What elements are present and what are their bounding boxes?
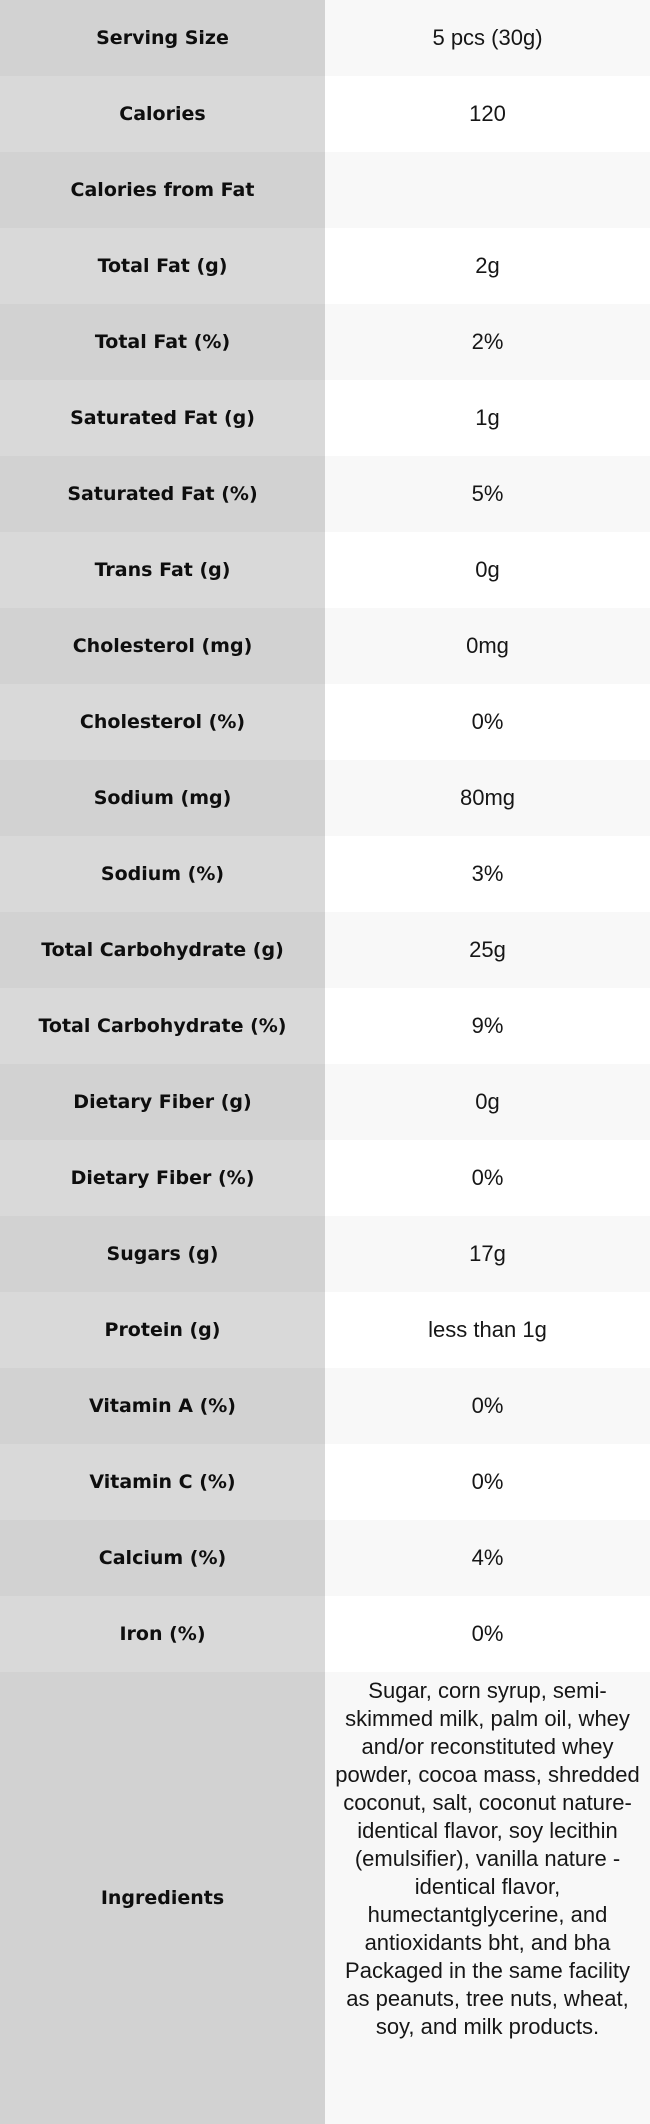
row-value: Sugar, corn syrup, semi-skimmed milk, pa… (325, 1672, 650, 2124)
table-row: Saturated Fat (%) 5% (0, 456, 650, 532)
table-row: Total Carbohydrate (%) 9% (0, 988, 650, 1064)
row-label: Sodium (mg) (0, 760, 325, 836)
row-label: Vitamin C (%) (0, 1444, 325, 1520)
table-row: Sodium (%) 3% (0, 836, 650, 912)
row-label: Total Carbohydrate (%) (0, 988, 325, 1064)
row-value: 2% (325, 304, 650, 380)
row-value: 5% (325, 456, 650, 532)
row-value: 0% (325, 1596, 650, 1672)
row-value: 25g (325, 912, 650, 988)
table-row: Total Carbohydrate (g) 25g (0, 912, 650, 988)
row-label: Vitamin A (%) (0, 1368, 325, 1444)
row-value: 0% (325, 1444, 650, 1520)
row-label: Total Fat (%) (0, 304, 325, 380)
row-label: Cholesterol (mg) (0, 608, 325, 684)
row-value: 0% (325, 684, 650, 760)
row-label: Cholesterol (%) (0, 684, 325, 760)
table-row: Sugars (g) 17g (0, 1216, 650, 1292)
row-value: 3% (325, 836, 650, 912)
row-label: Dietary Fiber (%) (0, 1140, 325, 1216)
row-value: 17g (325, 1216, 650, 1292)
row-value: 0mg (325, 608, 650, 684)
row-value: 2g (325, 228, 650, 304)
row-label: Calories from Fat (0, 152, 325, 228)
row-label: Sugars (g) (0, 1216, 325, 1292)
row-value: 0g (325, 1064, 650, 1140)
table-row: Calories from Fat (0, 152, 650, 228)
row-value: 80mg (325, 760, 650, 836)
table-row: Total Fat (%) 2% (0, 304, 650, 380)
row-label: Saturated Fat (g) (0, 380, 325, 456)
row-value: 5 pcs (30g) (325, 0, 650, 76)
table-row: Sodium (mg) 80mg (0, 760, 650, 836)
row-label: Serving Size (0, 0, 325, 76)
table-row: Calories 120 (0, 76, 650, 152)
row-value: less than 1g (325, 1292, 650, 1368)
row-value: 0g (325, 532, 650, 608)
row-label: Total Fat (g) (0, 228, 325, 304)
row-label: Total Carbohydrate (g) (0, 912, 325, 988)
row-label: Calcium (%) (0, 1520, 325, 1596)
row-value: 0% (325, 1140, 650, 1216)
table-row: Vitamin C (%) 0% (0, 1444, 650, 1520)
table-row: Vitamin A (%) 0% (0, 1368, 650, 1444)
table-row: Ingredients Sugar, corn syrup, semi-skim… (0, 1672, 650, 2124)
table-row: Saturated Fat (g) 1g (0, 380, 650, 456)
row-label: Dietary Fiber (g) (0, 1064, 325, 1140)
row-label: Ingredients (0, 1672, 325, 2124)
row-label: Iron (%) (0, 1596, 325, 1672)
row-value: 1g (325, 380, 650, 456)
table-row: Total Fat (g) 2g (0, 228, 650, 304)
table-row: Dietary Fiber (g) 0g (0, 1064, 650, 1140)
row-label: Saturated Fat (%) (0, 456, 325, 532)
table-row: Trans Fat (g) 0g (0, 532, 650, 608)
table-row: Calcium (%) 4% (0, 1520, 650, 1596)
row-value: 120 (325, 76, 650, 152)
row-label: Calories (0, 76, 325, 152)
row-label: Trans Fat (g) (0, 532, 325, 608)
row-value (325, 152, 650, 228)
row-value: 9% (325, 988, 650, 1064)
row-label: Protein (g) (0, 1292, 325, 1368)
table-row: Iron (%) 0% (0, 1596, 650, 1672)
table-row: Cholesterol (%) 0% (0, 684, 650, 760)
table-row: Serving Size 5 pcs (30g) (0, 0, 650, 76)
table-row: Protein (g) less than 1g (0, 1292, 650, 1368)
table-row: Dietary Fiber (%) 0% (0, 1140, 650, 1216)
row-value: 0% (325, 1368, 650, 1444)
row-value: 4% (325, 1520, 650, 1596)
row-label: Sodium (%) (0, 836, 325, 912)
table-row: Cholesterol (mg) 0mg (0, 608, 650, 684)
